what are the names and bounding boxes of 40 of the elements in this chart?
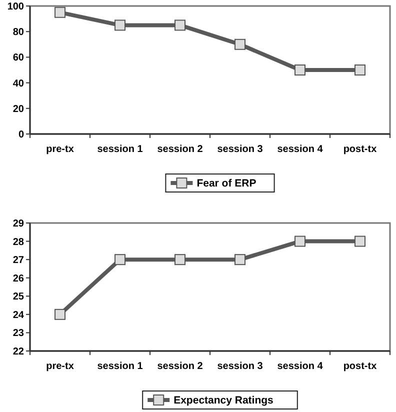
- y-tick-label: 23: [12, 328, 24, 340]
- x-tick-label: session 1: [97, 361, 144, 372]
- point: [54, 6, 66, 18]
- legend-label: Fear of ERP: [196, 178, 256, 190]
- point: [294, 64, 306, 76]
- x-tick-label: session 4: [277, 144, 324, 155]
- x-tick-label: pre-tx: [46, 144, 74, 155]
- y-tick-label: 0: [18, 130, 24, 140]
- legend-label: Expectancy Ratings: [174, 394, 274, 407]
- point: [174, 254, 186, 266]
- x-tick-label: session 3: [217, 361, 264, 372]
- y-tick-label: 40: [12, 78, 24, 90]
- x-tick-label: session 1: [97, 144, 144, 155]
- point: [114, 254, 126, 266]
- point: [354, 64, 366, 76]
- y-tick-label: 100: [7, 2, 24, 12]
- x-tick-label: session 3: [217, 144, 264, 155]
- y-tick-label: 25: [12, 292, 24, 303]
- y-tick-label: 26: [12, 273, 24, 284]
- point: [294, 236, 306, 247]
- y-tick-label: 20: [12, 104, 24, 115]
- y-tick-label: 27: [12, 255, 24, 266]
- x-tick-label: post-tx: [343, 361, 378, 372]
- y-tick-label: 60: [12, 52, 24, 64]
- x-tick-label: pre-tx: [46, 361, 74, 372]
- point: [234, 254, 246, 266]
- point: [234, 38, 246, 50]
- y-tick-label: 29: [12, 218, 24, 230]
- y-tick-label: 28: [12, 236, 24, 248]
- x-tick-label: session 2: [157, 144, 204, 155]
- point: [174, 20, 186, 31]
- x-tick-label: session 4: [277, 361, 324, 372]
- x-tick-label: post-tx: [343, 144, 378, 155]
- point: [354, 236, 366, 247]
- x-tick-label: session 2: [157, 361, 204, 372]
- point: [54, 308, 66, 320]
- y-tick-label: 22: [12, 346, 24, 358]
- y-tick-label: 80: [12, 27, 24, 38]
- y-tick-label: 24: [12, 310, 24, 321]
- point: [114, 20, 126, 31]
